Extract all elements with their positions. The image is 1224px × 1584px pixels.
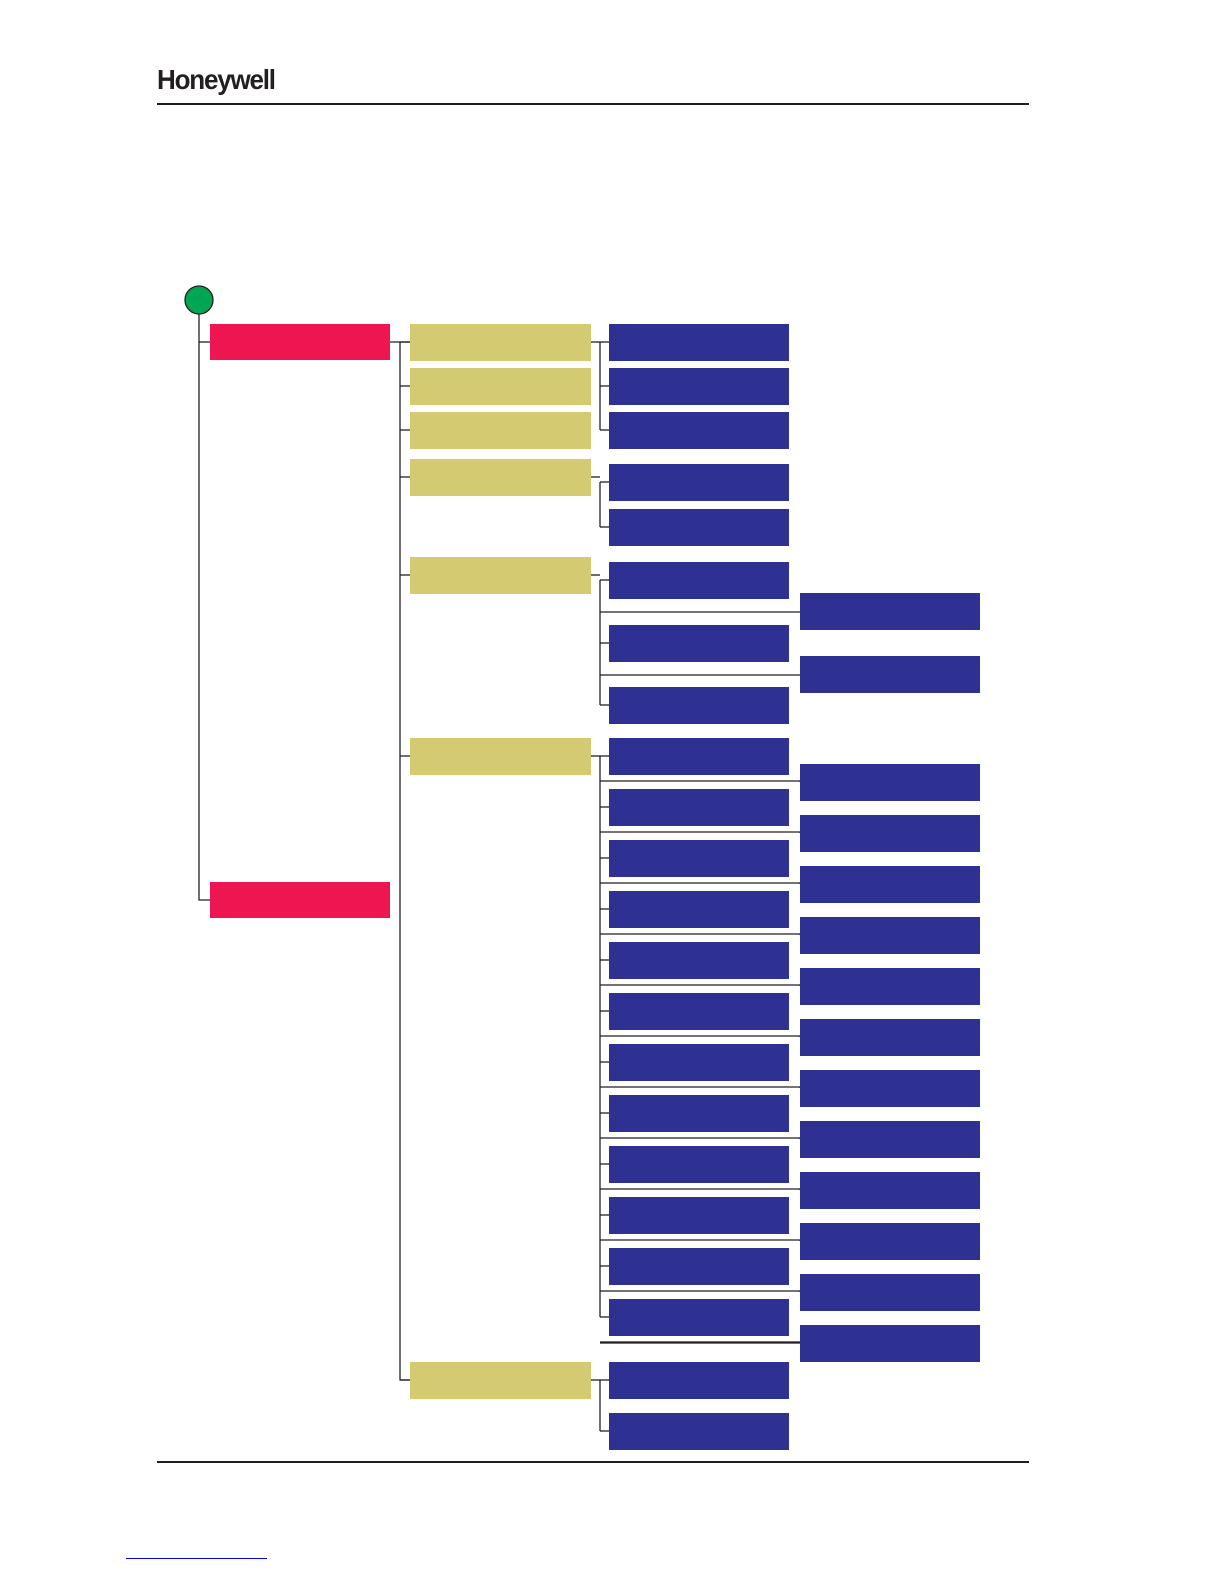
level4-node	[800, 1019, 980, 1056]
level3-node	[609, 625, 789, 662]
level3-node	[609, 562, 789, 599]
tree-nodes	[184, 285, 980, 1450]
level3-node	[609, 324, 789, 361]
footer-link-underline[interactable]	[126, 1558, 267, 1559]
level3-node	[609, 942, 789, 979]
level2-node	[410, 368, 591, 405]
level4-node	[800, 1274, 980, 1311]
level2-node	[410, 557, 591, 594]
level4-node	[800, 917, 980, 954]
level3-node	[609, 509, 789, 546]
level3-node	[609, 687, 789, 724]
honeywell-logo: Honeywell	[157, 64, 276, 96]
level4-node	[800, 656, 980, 693]
level3-node	[609, 789, 789, 826]
level4-node	[800, 1223, 980, 1260]
root-node	[184, 285, 214, 315]
level4-node	[800, 1325, 980, 1362]
level3-node	[609, 1248, 789, 1285]
level2-node	[410, 324, 591, 361]
level2-node	[410, 738, 591, 775]
level2-node	[410, 412, 591, 449]
level1-node	[210, 324, 390, 360]
level3-node	[609, 840, 789, 877]
level1-node	[210, 882, 390, 918]
level4-node	[800, 815, 980, 852]
level4-node	[800, 1172, 980, 1209]
level3-node	[609, 412, 789, 449]
level4-node	[800, 1070, 980, 1107]
level4-node	[800, 1121, 980, 1158]
level3-node	[609, 1095, 789, 1132]
level3-node	[609, 1146, 789, 1183]
level3-node	[609, 891, 789, 928]
level4-node	[800, 764, 980, 801]
level3-node	[609, 1413, 789, 1450]
level4-node	[800, 968, 980, 1005]
level3-node	[609, 1362, 789, 1399]
level2-node	[410, 459, 591, 496]
footer-rule	[157, 1461, 1029, 1463]
level3-node	[609, 1299, 789, 1336]
level3-node	[609, 1197, 789, 1234]
level4-node	[800, 866, 980, 903]
header-rule	[157, 103, 1029, 105]
level3-node	[609, 738, 789, 775]
level4-node	[800, 593, 980, 630]
level3-node	[609, 464, 789, 501]
level3-node	[609, 993, 789, 1030]
level2-node	[410, 1362, 591, 1399]
level3-node	[609, 1044, 789, 1081]
level3-node	[609, 368, 789, 405]
